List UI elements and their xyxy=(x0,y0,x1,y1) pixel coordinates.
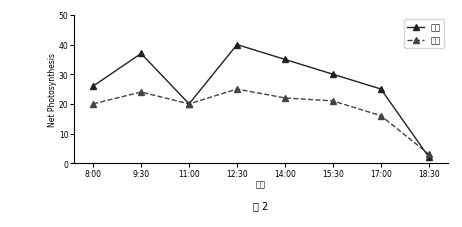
小麦 xyxy=(186,103,192,106)
小麦 xyxy=(330,100,336,103)
玉米 xyxy=(426,156,432,159)
玉米 xyxy=(282,59,288,62)
玉米 xyxy=(378,88,384,91)
Line: 小麦: 小麦 xyxy=(91,87,432,157)
小麦 xyxy=(138,91,144,94)
玉米 xyxy=(138,53,144,56)
X-axis label: 时间: 时间 xyxy=(256,179,266,188)
小麦 xyxy=(426,153,432,156)
Y-axis label: Net Photosynthesis: Net Photosynthesis xyxy=(48,53,57,126)
玉米 xyxy=(91,85,96,88)
玉米 xyxy=(330,74,336,76)
Legend: 玉米, 小麦: 玉米, 小麦 xyxy=(404,20,444,49)
Line: 玉米: 玉米 xyxy=(91,43,432,160)
小麦 xyxy=(91,103,96,106)
玉米 xyxy=(186,103,192,106)
小麦 xyxy=(378,115,384,118)
小麦 xyxy=(282,97,288,100)
Title: 图 2: 图 2 xyxy=(253,200,269,210)
玉米 xyxy=(234,44,240,47)
小麦 xyxy=(234,88,240,91)
